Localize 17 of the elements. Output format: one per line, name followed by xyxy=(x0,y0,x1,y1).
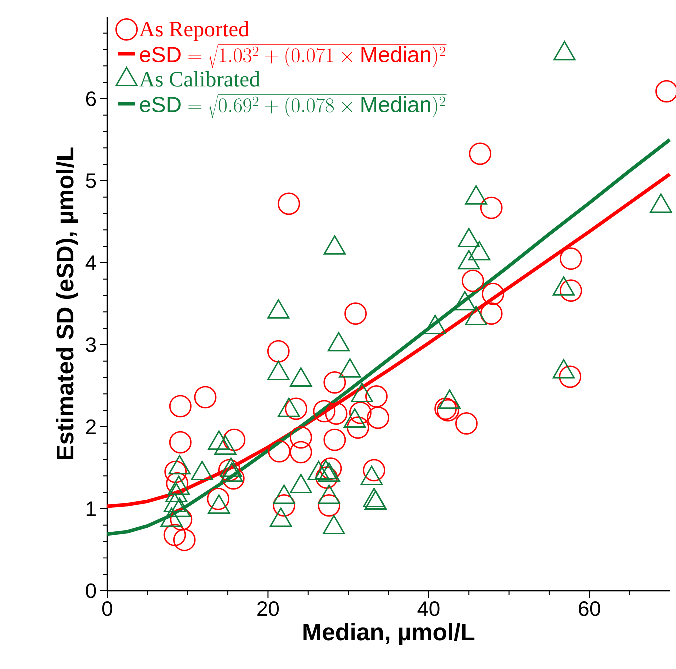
x-axis-title: Median, µmol/L xyxy=(304,623,475,646)
y-tick-label: 2 xyxy=(86,420,96,434)
y-tick-label: 6 xyxy=(86,92,96,106)
y-tick-label: 5 xyxy=(86,174,96,188)
y-tick-label: 3 xyxy=(86,338,96,352)
legend-label: As Calibrated xyxy=(140,71,260,87)
legend-label: $\mathrm{eSD} = \sqrt{1.03^{2} + (0.071 \times \mathrm{Median})^{2}}$ xyxy=(140,44,447,68)
y-axis-title: Estimated SD (eSD), µmol/L xyxy=(56,148,79,460)
x-tick-label: 60 xyxy=(579,602,600,616)
x-tick-label: 40 xyxy=(418,602,440,616)
legend-label: As Reported xyxy=(140,21,250,42)
y-tick-label: 4 xyxy=(86,256,96,270)
legend-label: $\mathrm{eSD} = \sqrt{0.69^{2} + (0.078 \times \mathrm{Median})^{2}}$ xyxy=(140,94,447,118)
y-tick-label: 0 xyxy=(86,584,96,598)
x-tick-label: 20 xyxy=(258,602,280,616)
x-tick-label: 0 xyxy=(102,602,112,616)
y-tick-label: 1 xyxy=(86,502,96,516)
